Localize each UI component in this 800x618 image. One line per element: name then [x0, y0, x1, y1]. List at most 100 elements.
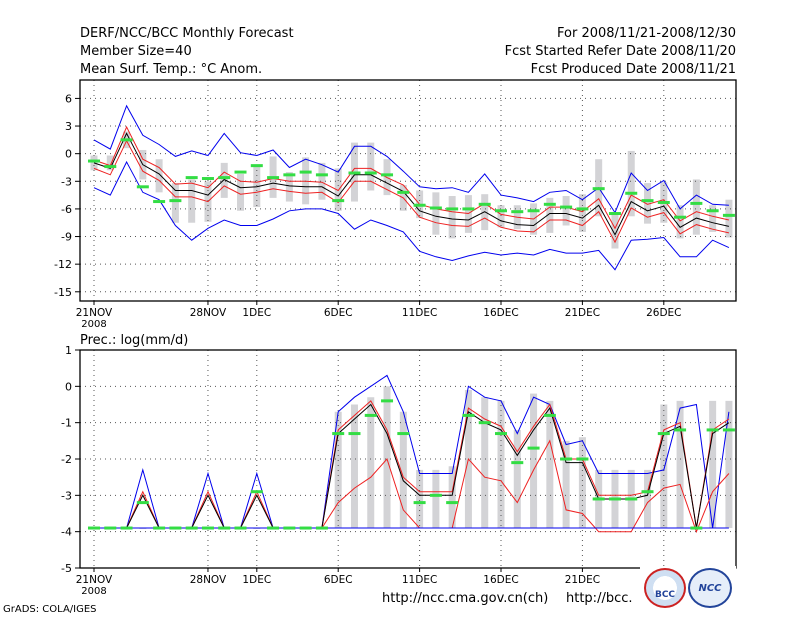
range-bar — [546, 197, 554, 233]
range-bar — [106, 155, 114, 171]
y-tick-label: -4 — [61, 526, 72, 539]
precip-title: Prec.: log(mm/d) — [80, 333, 188, 348]
range-bar — [285, 172, 293, 202]
ncc-logo-text: NCC — [698, 582, 722, 594]
x-tick-label: 11DEC — [402, 307, 437, 319]
bcc-url-link[interactable]: http://bcc. — [566, 591, 633, 606]
series-ensemble-mean — [93, 132, 730, 236]
x-tick-label: 21NOV — [76, 307, 113, 319]
range-bar — [367, 142, 375, 191]
x-tick-label: 16DEC — [483, 574, 518, 586]
range-bar — [676, 400, 684, 529]
range-bar — [578, 437, 586, 529]
x-tick-label: 1DEC — [242, 307, 271, 319]
y-tick-label: -1 — [61, 417, 72, 430]
range-bar — [562, 440, 570, 529]
range-bar — [383, 386, 391, 529]
x-tick-label: 21NOV — [76, 574, 113, 586]
x-tick-label: 11DEC — [402, 574, 437, 586]
range-bar — [692, 179, 700, 235]
range-bar — [676, 205, 684, 239]
range-bar — [497, 400, 505, 529]
range-bar — [725, 400, 733, 529]
range-bar — [220, 162, 228, 198]
range-bar — [416, 469, 424, 529]
forecast-start-date: Fcst Started Refer Date 2008/11/20 — [504, 44, 736, 59]
forecast-period: For 2008/11/21-2008/12/30 — [557, 26, 736, 41]
panel2-frame — [79, 349, 737, 569]
x-tick-label: 28NOV — [190, 307, 227, 319]
range-bar — [367, 397, 375, 529]
x-tick-year-label: 2008 — [81, 586, 106, 597]
range-bar — [709, 205, 717, 232]
range-bar — [448, 466, 456, 529]
series-upper-band — [93, 125, 730, 230]
x-tick-label: 16DEC — [483, 307, 518, 319]
logo-panel: BCC NCC — [640, 566, 736, 608]
range-bar — [155, 159, 163, 193]
range-bar — [611, 212, 619, 249]
range-bar — [432, 192, 440, 235]
series-ensemble-mean — [94, 403, 730, 529]
range-bar — [530, 393, 538, 529]
y-tick-label: -3 — [61, 175, 72, 188]
range-bar — [578, 194, 586, 232]
range-bar — [448, 196, 456, 239]
x-tick-label: 6DEC — [324, 307, 353, 319]
range-bar — [562, 196, 570, 226]
bcc-logo-text: BCC — [654, 590, 676, 600]
series-upper-spread — [94, 374, 730, 529]
range-bar — [513, 429, 521, 529]
ncc-logo-icon: NCC — [688, 568, 732, 608]
ncc-url-link[interactable]: http://ncc.cma.gov.cn(ch) — [382, 591, 549, 606]
y-tick-label: -2 — [61, 453, 72, 466]
x-tick-label: 28NOV — [190, 574, 227, 586]
range-bar — [497, 205, 505, 228]
range-bar — [399, 411, 407, 529]
range-bar — [709, 400, 717, 529]
range-bar — [334, 168, 342, 211]
x-tick-label: 1DEC — [242, 574, 271, 586]
y-tick-label: 0 — [65, 380, 72, 393]
x-tick-label: 6DEC — [324, 574, 353, 586]
y-tick-label: 6 — [65, 92, 72, 105]
y-tick-label: -5 — [61, 562, 72, 575]
range-bar — [725, 199, 733, 238]
range-bar — [139, 528, 147, 530]
series-upper-band — [94, 400, 730, 529]
y-tick-label: -9 — [61, 231, 72, 244]
range-bar — [350, 404, 358, 529]
y-tick-label: -12 — [54, 258, 72, 271]
chart-title: DERF/NCC/BCC Monthly Forecast — [80, 26, 294, 41]
range-bar — [334, 411, 342, 529]
panel1-frame — [79, 79, 737, 302]
range-bar — [237, 173, 245, 211]
range-bar — [90, 155, 98, 171]
forecast-produced-date: Fcst Produced Date 2008/11/21 — [530, 62, 736, 77]
range-bar — [546, 400, 554, 529]
range-bar — [253, 528, 261, 530]
series-lower-band — [93, 139, 730, 244]
y-tick-label: 3 — [65, 120, 72, 133]
range-bar — [644, 183, 652, 224]
y-tick-label: -3 — [61, 489, 72, 502]
range-bar — [644, 469, 652, 529]
bcc-logo-icon: BCC — [644, 568, 686, 608]
x-tick-label: 21DEC — [565, 307, 600, 319]
range-bar — [432, 469, 440, 529]
y-tick-label: 0 — [65, 148, 72, 161]
range-bar — [627, 150, 635, 217]
grads-credit: GrADS: COLA/IGES — [3, 604, 97, 615]
variable-label: Mean Surf. Temp.: °C Anom. — [80, 62, 263, 77]
member-size-label: Member Size=40 — [80, 44, 192, 59]
range-bar — [481, 397, 489, 529]
range-bar — [660, 404, 668, 529]
y-tick-label: 1 — [65, 344, 72, 357]
range-bar — [318, 162, 326, 200]
x-tick-label: 26DEC — [646, 307, 681, 319]
series-upper-spread — [93, 104, 729, 214]
y-tick-label: -6 — [61, 203, 72, 216]
